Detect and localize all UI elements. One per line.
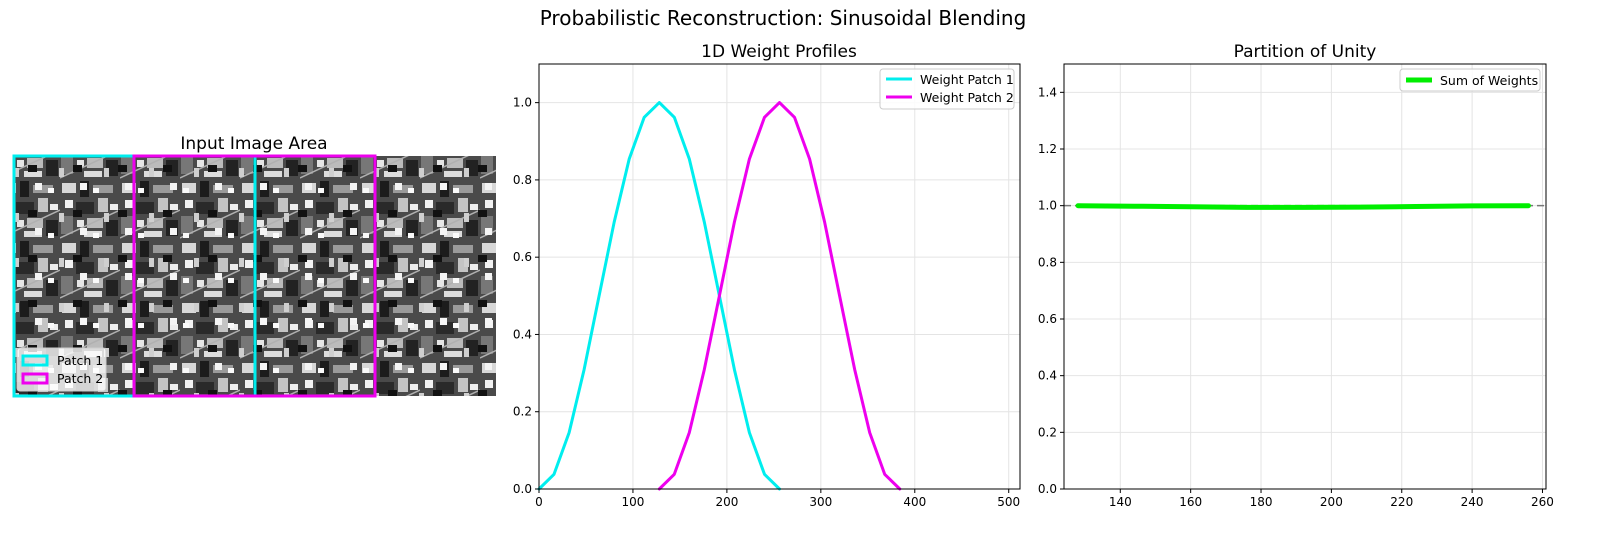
weight-profiles-series: [537, 101, 902, 491]
image-legend: Patch 1 Patch 2: [16, 347, 107, 392]
y-tick-label: 0.4: [1038, 369, 1057, 383]
y-tick-label: 1.0: [513, 96, 532, 110]
x-tick-label: 240: [1461, 495, 1484, 509]
partition-unity-ticks: 140 160 180 200 220 240 260 0.0 0.2 0.4 0.6 0.8 1.0 1…: [1038, 85, 1554, 509]
legend-label-weight-patch-1: Weight Patch 1: [920, 72, 1014, 87]
partition-unity-frame: [1063, 63, 1547, 490]
series-line-sum-of-weights: [1075, 203, 1531, 210]
x-tick-label: 500: [997, 495, 1020, 509]
legend-swatch-patch-2: [21, 372, 49, 385]
legend-swatch-patch-1: [21, 354, 49, 367]
x-tick-label: 0: [535, 495, 543, 509]
series-line-weight-patch-2: [657, 101, 902, 491]
y-tick-label: 0.8: [1038, 255, 1057, 269]
y-tick-label: 0.8: [513, 173, 532, 187]
partition-unity-title: Partition of Unity: [1234, 42, 1377, 62]
y-tick-label: 1.0: [1038, 199, 1057, 213]
x-tick-label: 260: [1531, 495, 1554, 509]
partition-unity-series: [1064, 203, 1546, 210]
x-tick-label: 140: [1109, 495, 1132, 509]
y-tick-label: 0.6: [513, 250, 532, 264]
y-tick-label: 0.0: [1038, 482, 1057, 496]
x-tick-label: 200: [1320, 495, 1343, 509]
partition-unity-legend: Sum of Weights: [1399, 68, 1541, 92]
y-tick-label: 0.2: [1038, 425, 1057, 439]
weight-profiles-frame: [538, 63, 1021, 490]
x-tick-label: 400: [903, 495, 926, 509]
weight-profiles-title: 1D Weight Profiles: [701, 42, 857, 62]
y-tick-label: 1.2: [1038, 142, 1057, 156]
y-tick-label: 0.0: [513, 482, 532, 496]
weight-profiles-chart: 1D Weight Profiles 0 100 200 300 400 500 0.0 0.…: [513, 42, 1021, 509]
weight-profiles-grid: [538, 64, 1020, 490]
x-tick-label: 160: [1179, 495, 1202, 509]
x-tick-label: 100: [621, 495, 644, 509]
legend-label-sum-of-weights: Sum of Weights: [1440, 73, 1538, 88]
y-tick-label: 0.2: [513, 405, 532, 419]
figure-title: Probabilistic Reconstruction: Sinusoidal…: [540, 6, 1027, 30]
image-panel-title: Input Image Area: [180, 134, 327, 154]
weight-profiles-legend: Weight Patch 1 Weight Patch 2: [879, 68, 1015, 110]
legend-label-patch-2: Patch 2: [57, 371, 103, 386]
legend-label-patch-1: Patch 1: [57, 353, 103, 368]
y-tick-label: 0.6: [1038, 312, 1057, 326]
y-tick-label: 1.4: [1038, 85, 1057, 99]
x-tick-label: 180: [1250, 495, 1273, 509]
weight-profiles-ticks: 0 100 200 300 400 500 0.0 0.2 0.4 0.6 0.8 1.0: [513, 96, 1020, 509]
partition-unity-chart: Partition of Unity 140 160 180 200 220 240 260…: [1038, 42, 1554, 509]
partition-unity-grid: [1064, 64, 1546, 490]
legend-label-weight-patch-2: Weight Patch 2: [920, 90, 1014, 105]
y-tick-label: 0.4: [513, 327, 532, 341]
patch-2-box: [132, 154, 377, 398]
series-line-weight-patch-1: [537, 101, 781, 491]
image-panel: Input Image Area Patch 1 Patch 2: [12, 134, 496, 398]
x-tick-label: 300: [809, 495, 832, 509]
x-tick-label: 220: [1390, 495, 1413, 509]
x-tick-label: 200: [715, 495, 738, 509]
